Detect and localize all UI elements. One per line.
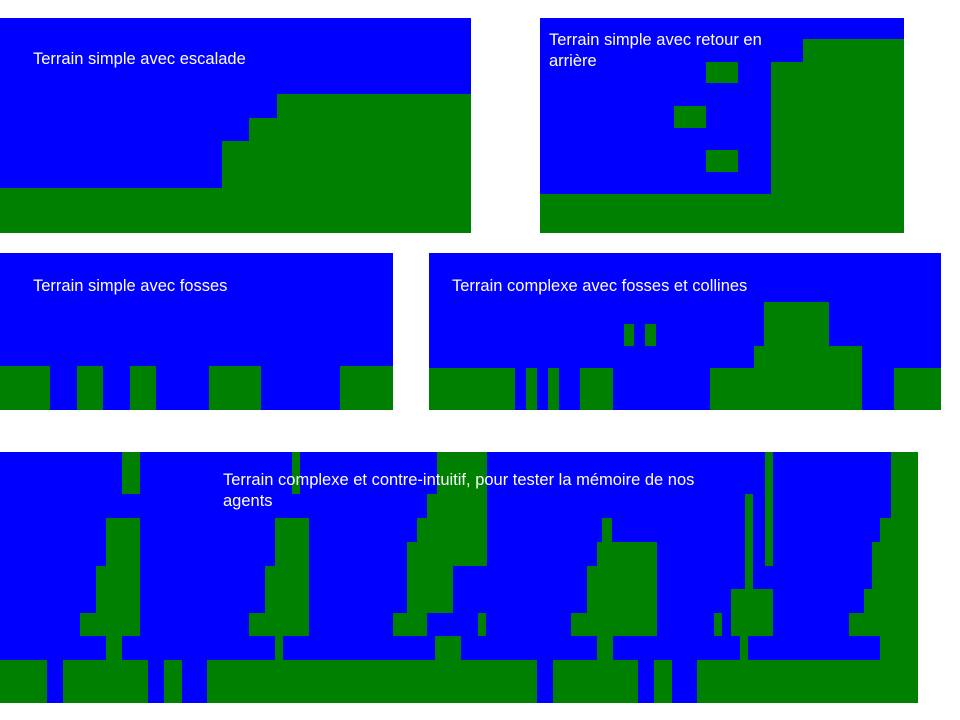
ground-blocks <box>429 302 941 410</box>
sky <box>0 253 393 410</box>
spire-6 <box>849 452 918 660</box>
terrain-complex-pits-hills <box>429 253 941 410</box>
spire-3 <box>393 452 487 660</box>
ground-base <box>0 660 918 703</box>
panel-title: Terrain complexe avec fosses et collines <box>452 277 748 295</box>
spire-5 <box>714 452 773 660</box>
spire-2 <box>249 452 309 660</box>
terrain-simple-pits <box>0 253 393 410</box>
terrain-simple-climb <box>0 18 471 233</box>
terrain-simple-backtrack <box>540 18 904 233</box>
panel-complex-pits-hills: Terrain complexe avec fosses et collines <box>429 253 941 410</box>
panel-title: Terrain simple avec escalade <box>33 50 246 68</box>
panel-title: Terrain complexe et contre-intuitif, pou… <box>223 471 699 510</box>
panel-title: Terrain simple avec retour en arrière <box>549 31 767 70</box>
spire-4 <box>571 518 657 660</box>
ground-blocks <box>0 366 393 410</box>
ground-blocks <box>540 39 904 233</box>
panel-complex-memory: Terrain complexe et contre-intuitif, pou… <box>0 452 918 703</box>
spire-1 <box>80 452 140 660</box>
terrain-complex-memory <box>0 452 918 703</box>
panel-simple-pits: Terrain simple avec fosses <box>0 253 393 410</box>
panel-simple-backtrack: Terrain simple avec retour en arrière <box>540 18 904 233</box>
panel-simple-climb: Terrain simple avec escalade <box>0 18 471 233</box>
ground-blocks <box>0 94 471 233</box>
panel-title: Terrain simple avec fosses <box>33 277 228 295</box>
